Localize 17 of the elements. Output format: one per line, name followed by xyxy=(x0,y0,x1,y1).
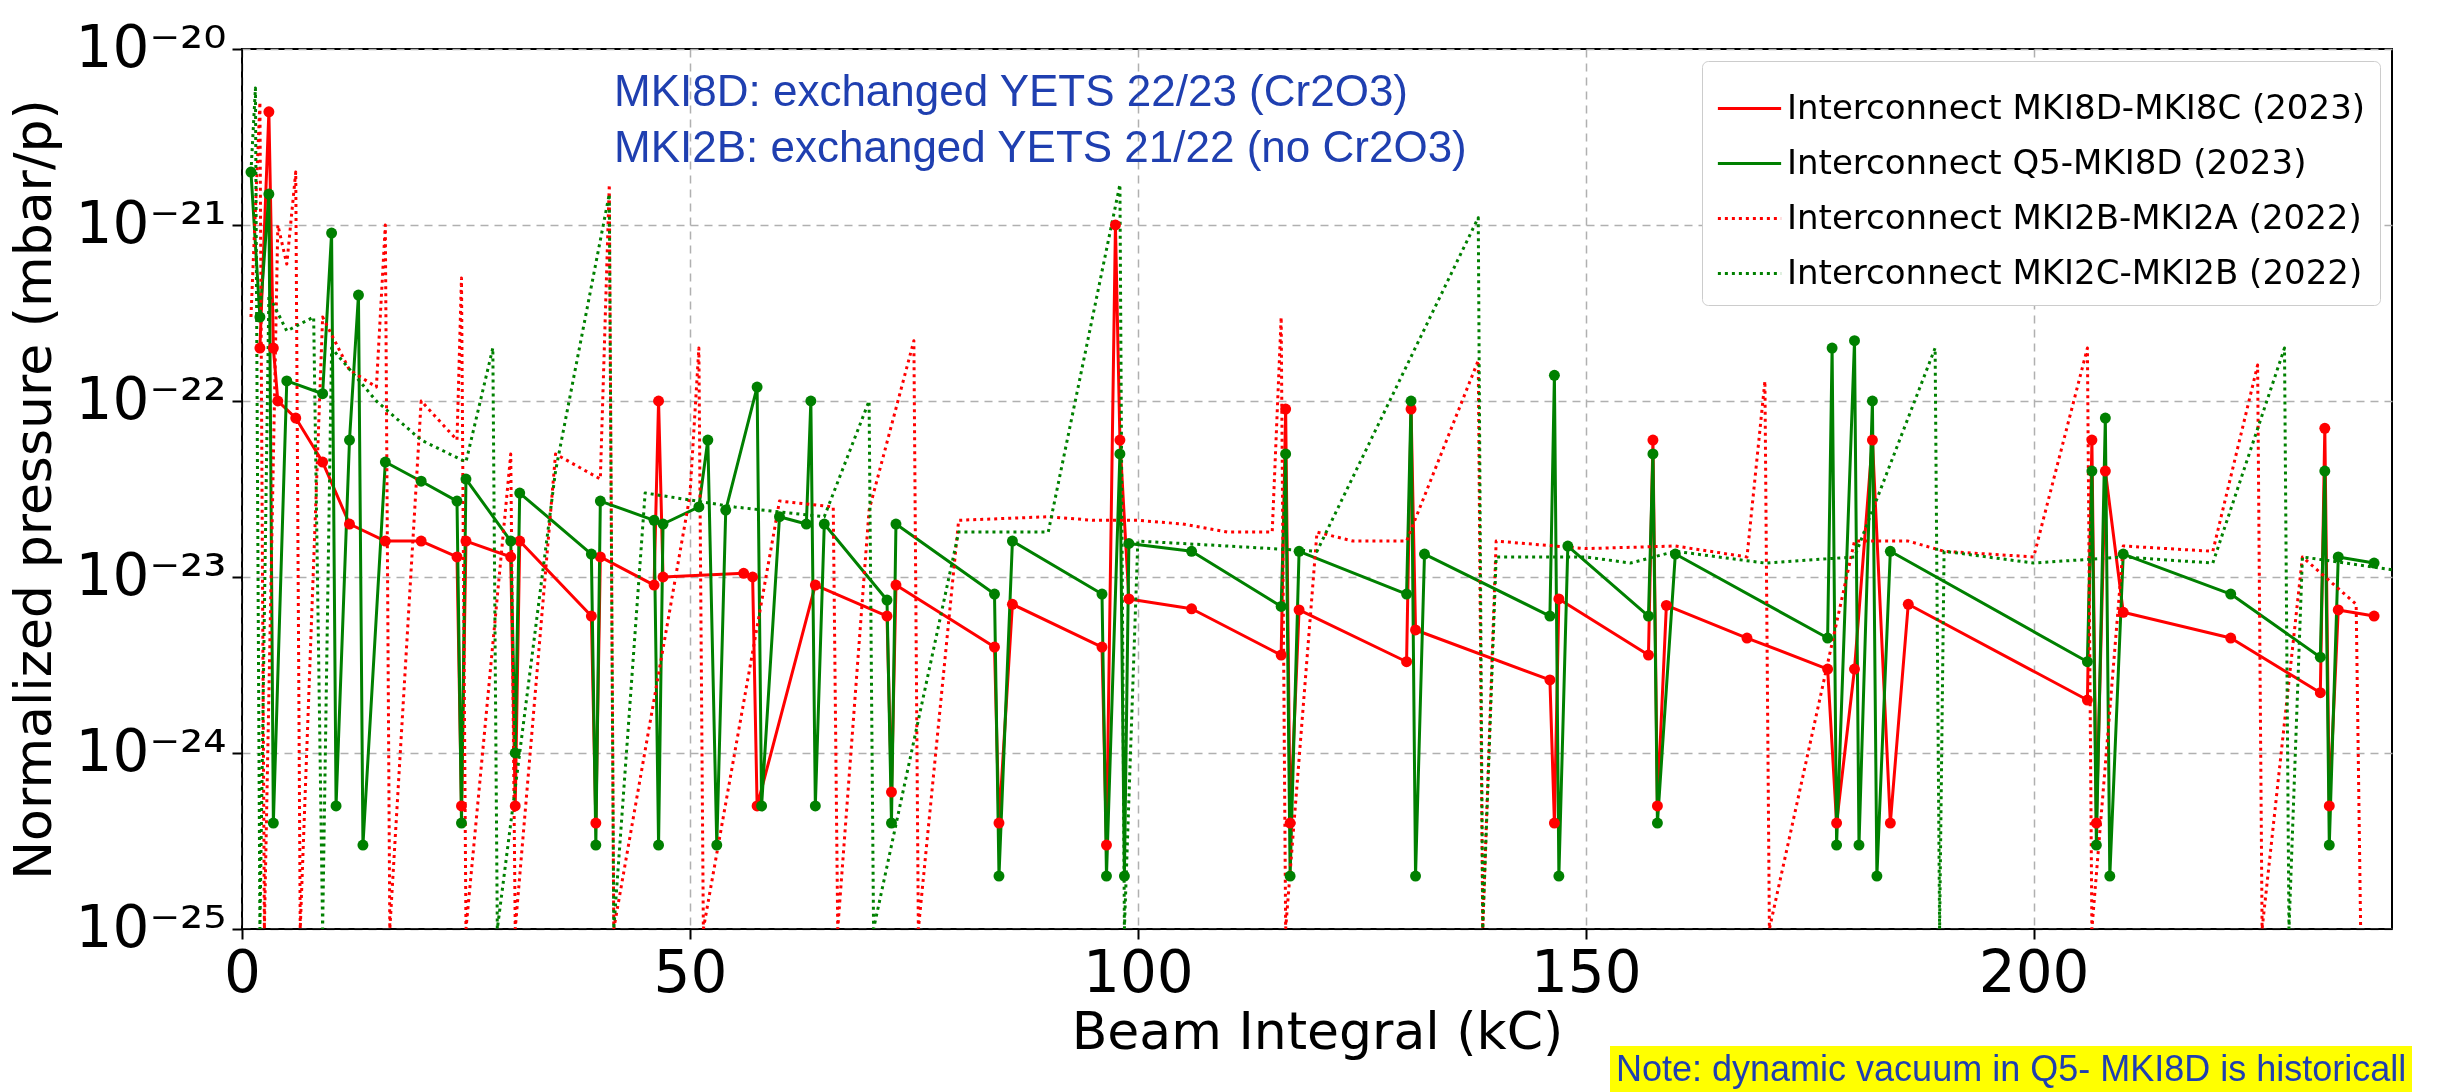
y-tick-label: 10⁻²⁵ xyxy=(75,892,227,961)
y-tick-label: 10⁻²⁴ xyxy=(75,716,227,785)
annotation: MKI8D: exchanged YETS 22/23 (Cr2O3) xyxy=(614,66,1409,115)
y-tick-label: 10⁻²³ xyxy=(75,540,227,609)
legend-label: Interconnect MKI8D-MKI8C (2023) xyxy=(1787,86,2366,127)
legend-label: Interconnect MKI2B-MKI2A (2022) xyxy=(1787,196,2362,237)
legend-label: Interconnect MKI2C-MKI2B (2022) xyxy=(1787,251,2363,292)
y-tick-label: 10⁻²⁰ xyxy=(75,12,227,81)
y-axis-title: Normalized pressure (mbar/p) xyxy=(2,99,63,880)
y-tick-label: 10⁻²¹ xyxy=(75,188,227,257)
x-tick-label: 50 xyxy=(653,937,728,1006)
x-tick-label: 200 xyxy=(1978,937,2090,1006)
y-tick-label: 10⁻²² xyxy=(75,364,227,433)
legend-label: Interconnect Q5-MKI8D (2023) xyxy=(1787,141,2307,182)
text: Note: dynamic vacuum in Q5- MKI8D is historicall xyxy=(1610,1046,2413,1092)
annotation: MKI2B: exchanged YETS 21/22 (no Cr2O3) xyxy=(614,122,1467,171)
x-tick-label: 0 xyxy=(224,937,261,1006)
